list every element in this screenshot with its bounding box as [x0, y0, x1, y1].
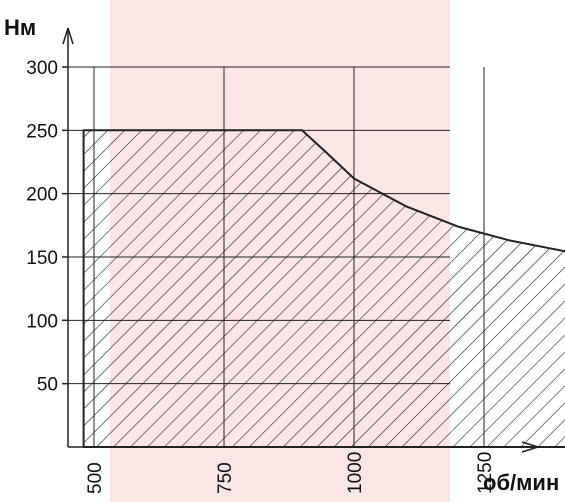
y-axis-arrow-icon	[62, 27, 74, 45]
x-tick-label: 1250	[475, 452, 496, 494]
x-axis-arrow-icon	[521, 441, 539, 453]
plot-area	[82, 129, 565, 448]
y-tick-label: 100	[26, 311, 58, 332]
y-tick-label: 50	[37, 375, 58, 396]
tick-labels: 501001502002503005007501000125015001750	[26, 58, 496, 494]
axes	[62, 27, 539, 453]
x-tick-label: 500	[85, 462, 106, 494]
y-tick-label: 300	[26, 58, 58, 79]
y-tick-label: 250	[26, 121, 58, 142]
y-tick-label: 150	[26, 248, 58, 269]
x-tick-label: 750	[215, 462, 236, 494]
y-axis-label: Нм	[4, 15, 36, 40]
y-tick-label: 200	[26, 185, 58, 206]
torque-area	[82, 129, 565, 448]
x-tick-label: 1000	[345, 452, 366, 494]
x-axis-label: об/мин	[483, 470, 559, 495]
